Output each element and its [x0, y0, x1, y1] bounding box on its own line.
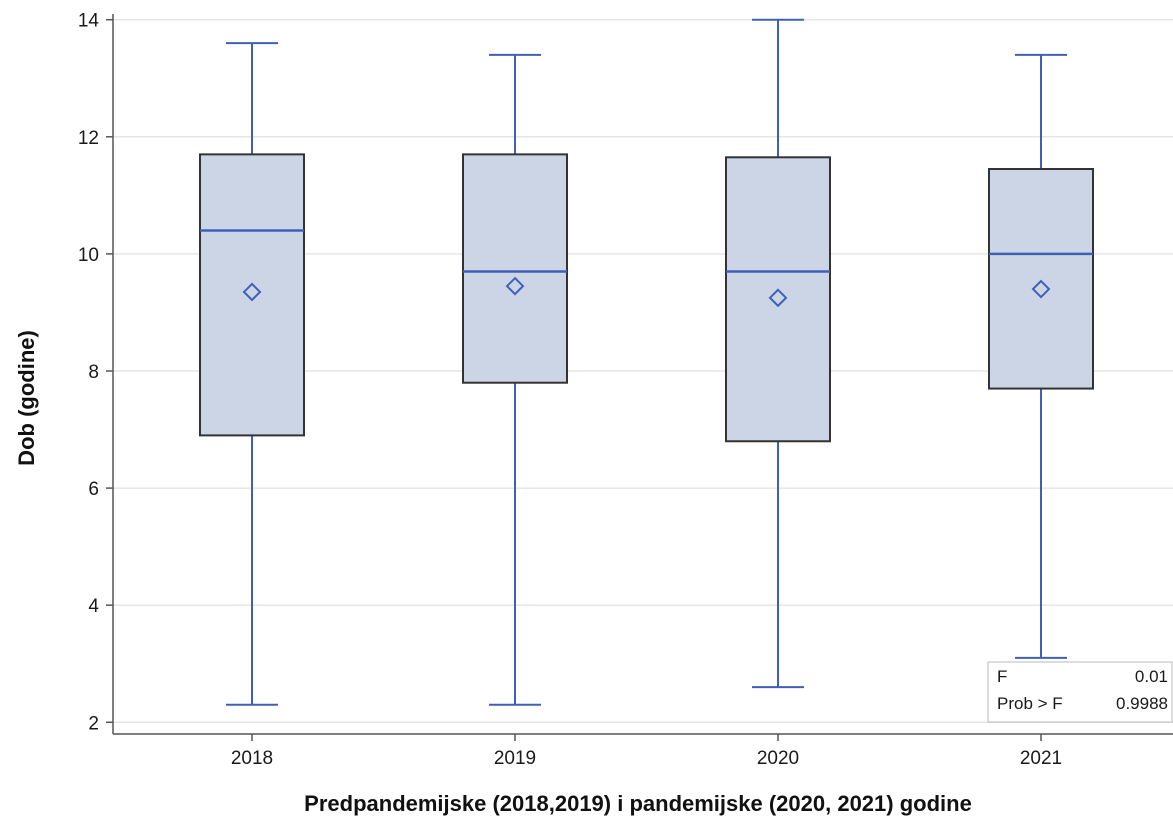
y-axis-title: Dob (godine) — [14, 330, 39, 466]
y-tick-label: 12 — [78, 128, 99, 149]
mean-marker — [505, 276, 525, 296]
iqr-box — [725, 156, 831, 443]
x-tick-label: 2021 — [1020, 748, 1062, 769]
y-tick-label: 4 — [88, 596, 99, 617]
stats-label: F — [997, 667, 1007, 686]
iqr-box — [988, 168, 1094, 390]
y-tick-label: 10 — [78, 245, 99, 266]
stats-inset: F 0.01 Prob > F 0.9988 — [987, 661, 1173, 723]
box-2019 — [462, 53, 568, 706]
x-tick-label: 2018 — [231, 748, 273, 769]
box-2020 — [725, 18, 831, 689]
mean-marker — [768, 288, 788, 308]
x-tick-label: 2020 — [757, 748, 799, 769]
mean-marker — [1031, 279, 1051, 299]
stats-label: Prob > F — [997, 694, 1063, 713]
box-2018 — [199, 42, 305, 706]
y-tick-label: 2 — [88, 713, 99, 734]
mean-marker — [242, 282, 262, 302]
y-tick-label: 8 — [88, 362, 99, 383]
y-tick-label: 6 — [88, 479, 99, 500]
stats-value: 0.01 — [1135, 667, 1168, 686]
y-tick-label: 14 — [78, 11, 100, 32]
stats-inset-frame — [987, 661, 1173, 723]
stats-value: 0.9988 — [1116, 694, 1168, 713]
x-tick-label: 2019 — [494, 748, 536, 769]
iqr-box — [199, 153, 305, 437]
iqr-box — [462, 153, 568, 384]
axes: 2 4 6 8 10 12 14 2018 2019 2020 2021 — [78, 11, 1173, 769]
x-axis-title: Predpandemijske (2018,2019) i pandemijsk… — [304, 791, 972, 816]
box-series — [199, 18, 1094, 706]
box-2021 — [988, 53, 1094, 659]
